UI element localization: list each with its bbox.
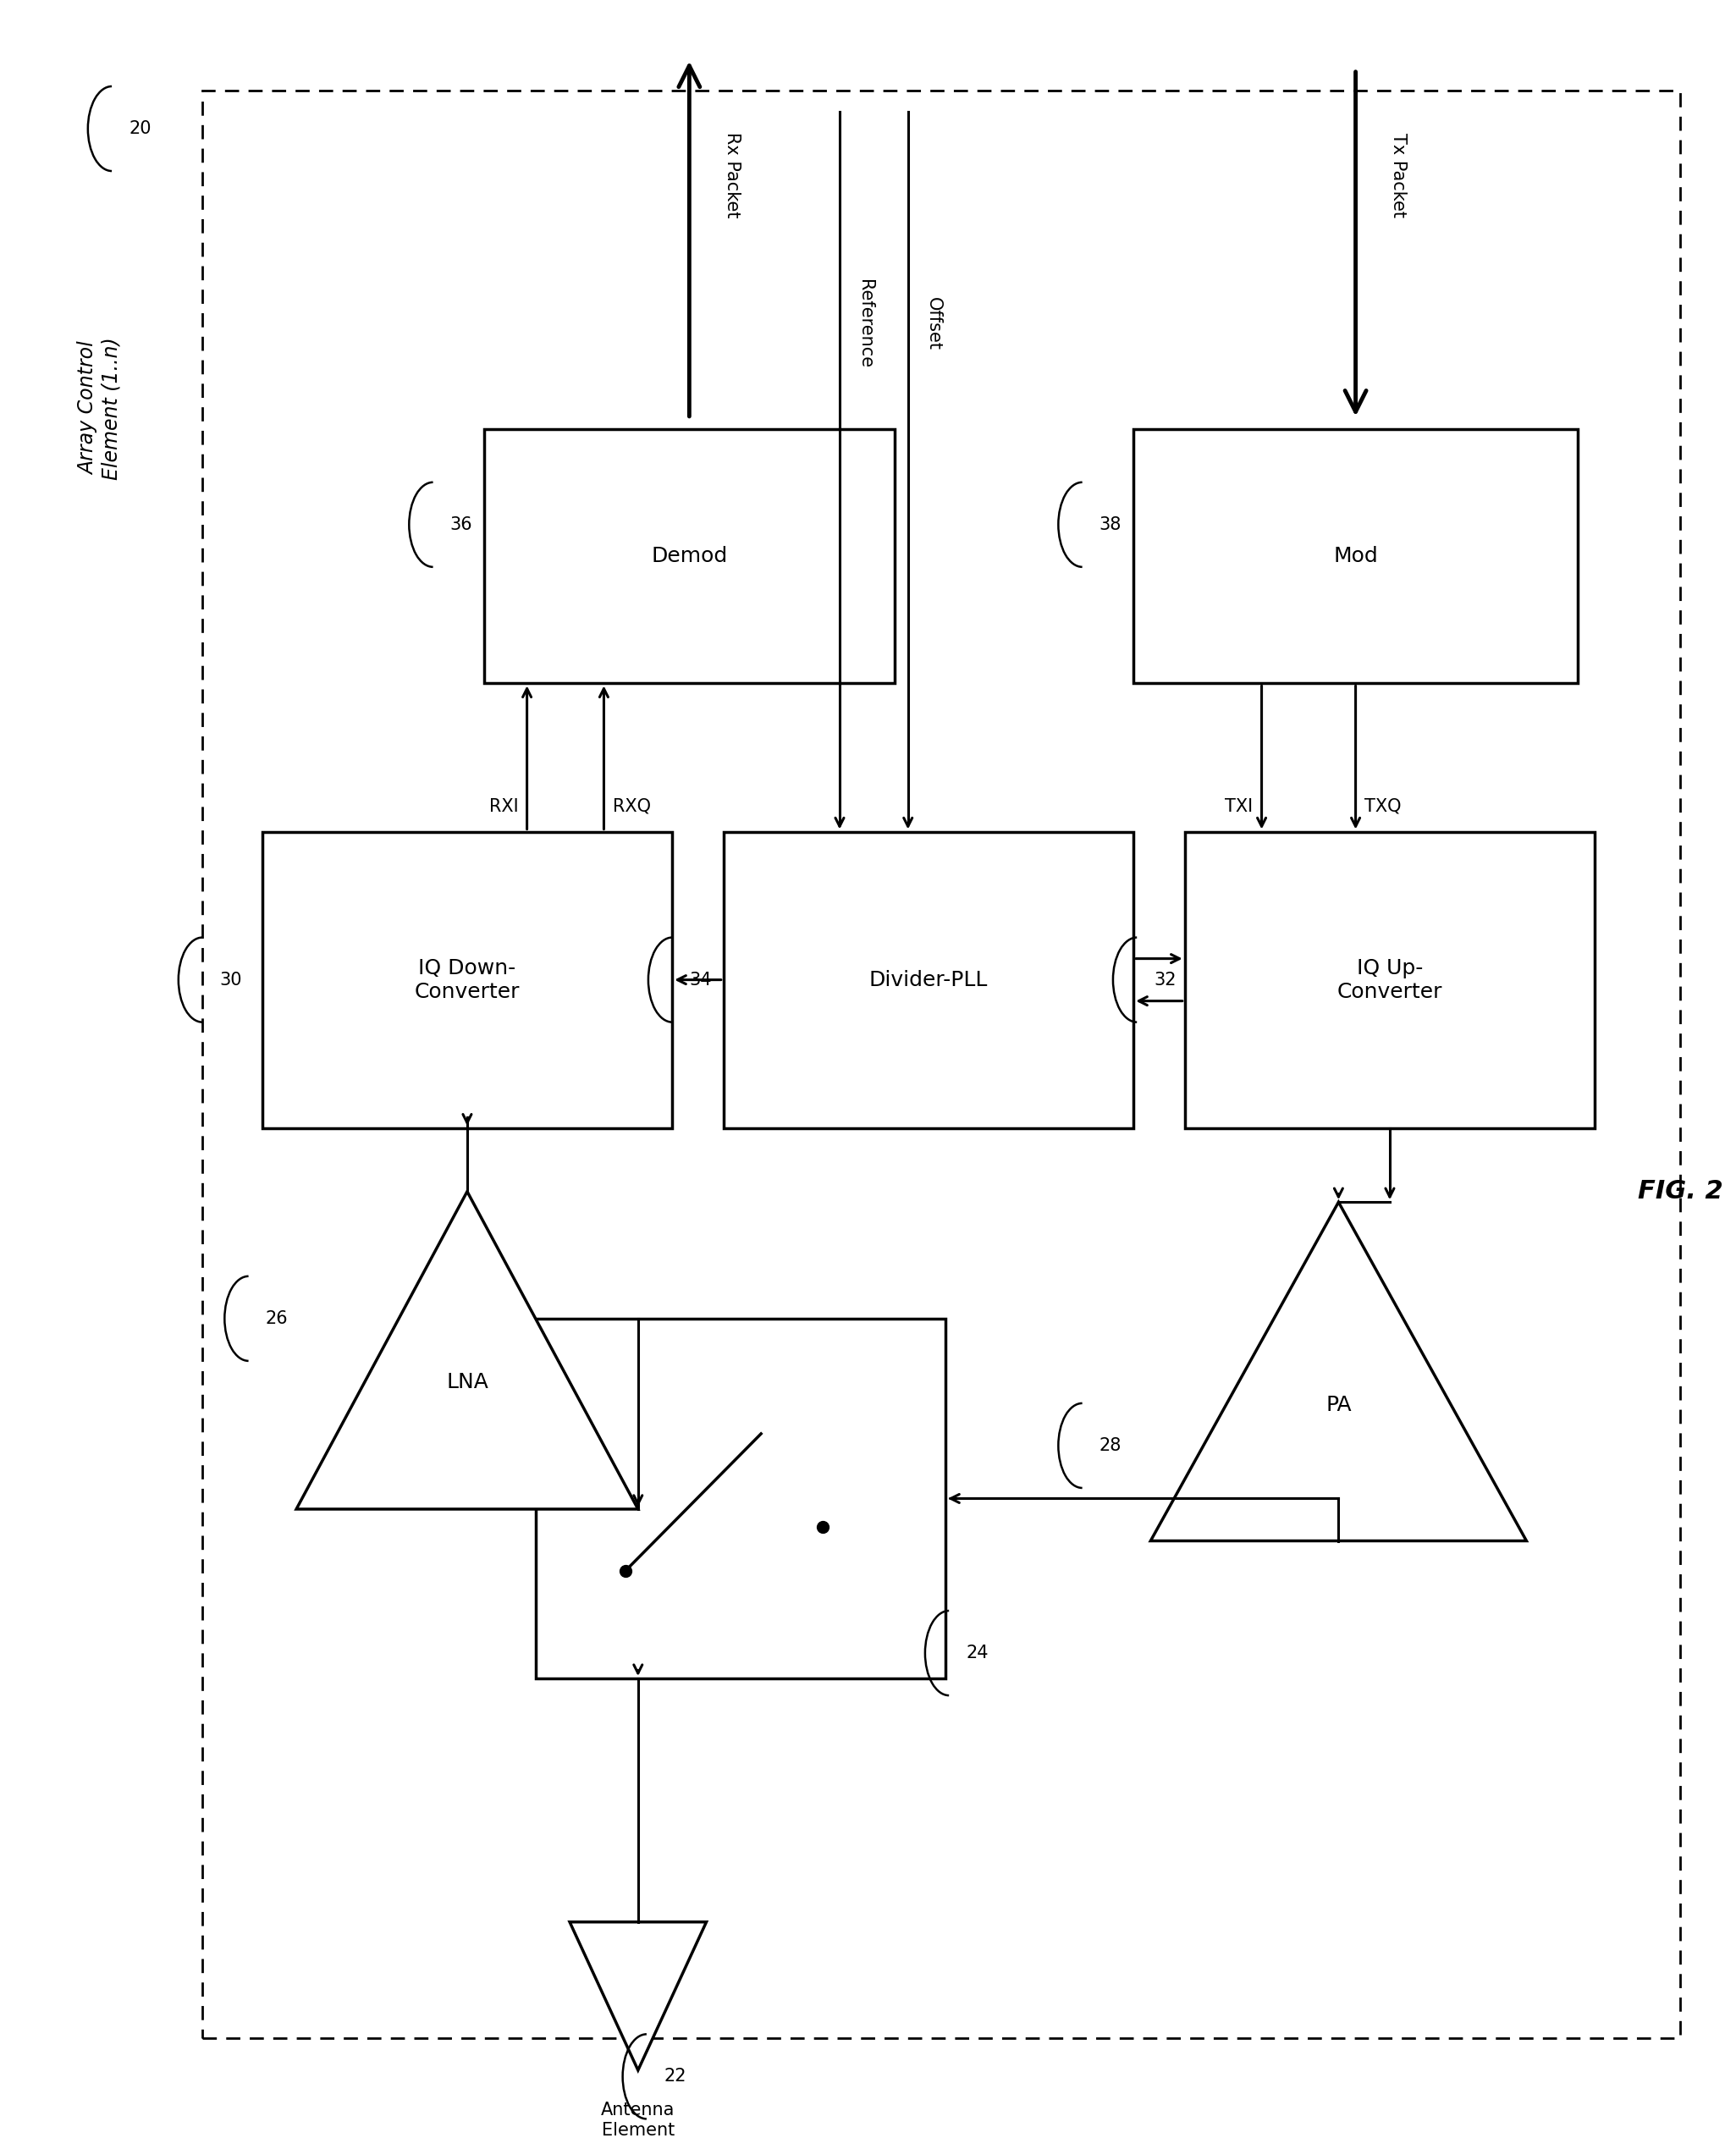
Text: LNA: LNA — [446, 1371, 488, 1393]
Text: Demod: Demod — [651, 546, 727, 567]
FancyBboxPatch shape — [262, 832, 672, 1128]
Text: RXQ: RXQ — [613, 797, 651, 814]
Text: Reference: Reference — [858, 279, 873, 367]
Polygon shape — [1151, 1201, 1526, 1541]
Text: Array Control
Element (1..n): Array Control Element (1..n) — [78, 337, 122, 479]
FancyBboxPatch shape — [484, 430, 894, 683]
Text: 22: 22 — [663, 2067, 686, 2085]
Text: Offset: Offset — [925, 297, 943, 350]
Polygon shape — [569, 1921, 707, 2069]
Text: TXQ: TXQ — [1364, 797, 1401, 814]
Text: Tx Packet: Tx Packet — [1391, 133, 1406, 217]
Text: 28: 28 — [1099, 1438, 1121, 1455]
Text: TXI: TXI — [1226, 797, 1253, 814]
FancyBboxPatch shape — [1134, 430, 1578, 683]
Text: 30: 30 — [219, 971, 241, 989]
FancyBboxPatch shape — [724, 832, 1134, 1128]
Text: 34: 34 — [689, 971, 712, 989]
Text: 24: 24 — [965, 1644, 988, 1661]
Text: Mod: Mod — [1333, 546, 1378, 567]
Text: 20: 20 — [128, 120, 151, 138]
Text: IQ Up-
Converter: IQ Up- Converter — [1337, 958, 1443, 1001]
Text: PA: PA — [1326, 1395, 1352, 1416]
Text: Rx Packet: Rx Packet — [724, 133, 740, 219]
Text: 36: 36 — [450, 516, 472, 533]
Polygon shape — [297, 1191, 639, 1509]
Text: 32: 32 — [1154, 971, 1177, 989]
Text: FIG. 2: FIG. 2 — [1637, 1180, 1722, 1203]
FancyBboxPatch shape — [1184, 832, 1595, 1128]
FancyBboxPatch shape — [535, 1319, 946, 1678]
Text: IQ Down-
Converter: IQ Down- Converter — [415, 958, 519, 1001]
Text: 38: 38 — [1099, 516, 1121, 533]
Text: RXI: RXI — [490, 797, 519, 814]
Text: 26: 26 — [266, 1311, 288, 1328]
Text: Antenna
Element: Antenna Element — [601, 2102, 675, 2138]
Text: Divider-PLL: Divider-PLL — [870, 969, 988, 991]
